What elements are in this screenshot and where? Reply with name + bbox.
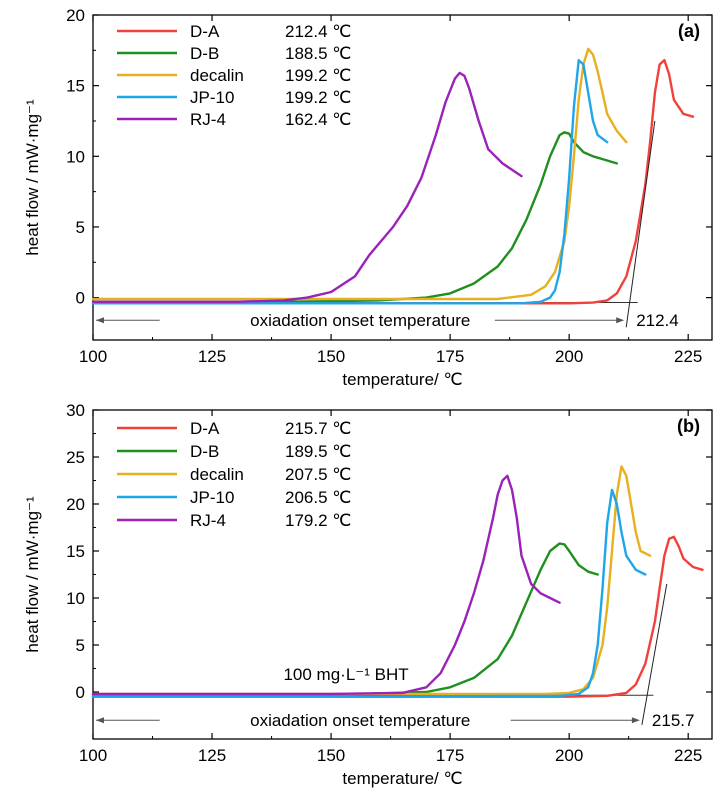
y-tick-label: 20: [66, 6, 85, 25]
onset-value-label: 212.4: [636, 311, 679, 330]
arrowhead-right: [616, 317, 625, 324]
x-tick-label: 175: [436, 746, 464, 765]
y-tick-label: 30: [66, 401, 85, 420]
onset-value-label: 215.7: [652, 711, 695, 730]
chart-panel-b: 100 125 150 175 200 225 0 5 10 15 20 25 30 temperatur…: [23, 401, 713, 788]
x-tick-label: 200: [555, 746, 583, 765]
y-tick-label: 10: [66, 589, 85, 608]
panel-label: (b): [677, 416, 700, 436]
series-line-rj-4: [91, 71, 523, 303]
legend-name: D-B: [190, 44, 219, 63]
x-tick-label: 125: [198, 347, 226, 366]
onset-tangent-line: [641, 583, 668, 725]
y-axis-title: heat flow / mW·mg⁻¹: [23, 99, 42, 256]
legend-name: D-B: [190, 442, 219, 461]
x-tick-label: 150: [317, 347, 345, 366]
y-tick-label: 10: [66, 147, 85, 166]
legend-onset: 162.4 ℃: [285, 110, 351, 129]
series-group: [91, 465, 704, 698]
legend-onset: 206.5 ℃: [285, 488, 351, 507]
series-line-d-b: [91, 131, 618, 303]
onset-tangent-line: [625, 120, 656, 328]
x-tick-label: 125: [198, 746, 226, 765]
plot-frame: [92, 409, 713, 740]
series-line-jp-10: [91, 59, 609, 305]
legend-onset: 199.2 ℃: [285, 88, 351, 107]
legend: D-A 215.7 ℃ D-B 189.5 ℃ decalin 207.5 ℃ JP-10 2…: [117, 419, 351, 530]
x-tick-label: 200: [555, 347, 583, 366]
y-axis-title: heat flow / mW·mg⁻¹: [23, 496, 42, 653]
annotation-text: oxiadation onset temperature: [250, 711, 470, 730]
arrowhead-right: [631, 717, 640, 724]
panel-label: (a): [678, 21, 700, 41]
series-line-decalin: [91, 47, 628, 301]
y-tick-label: 5: [76, 218, 85, 237]
x-tick-label: 150: [317, 746, 345, 765]
y-tick-label: 15: [66, 77, 85, 96]
series-line-decalin: [91, 465, 652, 696]
legend-onset: 189.5 ℃: [285, 442, 351, 461]
series-line-d-a: [91, 535, 704, 698]
bht-note: 100 mg·L⁻¹ BHT: [283, 665, 408, 684]
y-tick-label: 0: [76, 289, 85, 308]
legend-name: JP-10: [190, 88, 234, 107]
y-tick-label: 5: [76, 636, 85, 655]
series-line-jp-10: [91, 488, 647, 698]
legend-name: RJ-4: [190, 110, 226, 129]
x-tick-label: 225: [674, 347, 702, 366]
chart-panel-a: 100 125 150 175 200 225 0 5 10 15 20 temperature/ ℃…: [23, 6, 713, 389]
y-tick-label: 25: [66, 448, 85, 467]
legend-onset: 212.4 ℃: [285, 22, 351, 41]
legend-onset: 215.7 ℃: [285, 419, 351, 438]
legend-onset: 188.5 ℃: [285, 44, 351, 63]
legend-onset: 199.2 ℃: [285, 66, 351, 85]
legend-onset: 179.2 ℃: [285, 511, 351, 530]
legend-name: decalin: [190, 66, 244, 85]
plot-frame: [92, 14, 713, 341]
legend-name: JP-10: [190, 488, 234, 507]
legend-name: D-A: [190, 22, 220, 41]
x-axis-title: temperature/ ℃: [342, 769, 462, 788]
legend-name: D-A: [190, 419, 220, 438]
y-tick-label: 0: [76, 683, 85, 702]
arrowhead-left: [96, 317, 104, 324]
series-line-rj-4: [91, 474, 561, 696]
y-tick-label: 15: [66, 542, 85, 561]
series-line-d-a: [91, 59, 695, 305]
x-axis-title: temperature/ ℃: [342, 370, 462, 389]
x-tick-label: 175: [436, 347, 464, 366]
legend-onset: 207.5 ℃: [285, 465, 351, 484]
legend-name: RJ-4: [190, 511, 226, 530]
x-tick-label: 100: [79, 746, 107, 765]
y-tick-label: 20: [66, 495, 85, 514]
x-tick-label: 225: [674, 746, 702, 765]
legend: D-A 212.4 ℃ D-B 188.5 ℃ decalin 199.2 ℃ JP-10 1…: [117, 22, 351, 129]
x-tick-label: 100: [79, 347, 107, 366]
annotation-text: oxiadation onset temperature: [250, 311, 470, 330]
series-group: [91, 47, 695, 305]
arrowhead-left: [96, 717, 104, 724]
legend-name: decalin: [190, 465, 244, 484]
